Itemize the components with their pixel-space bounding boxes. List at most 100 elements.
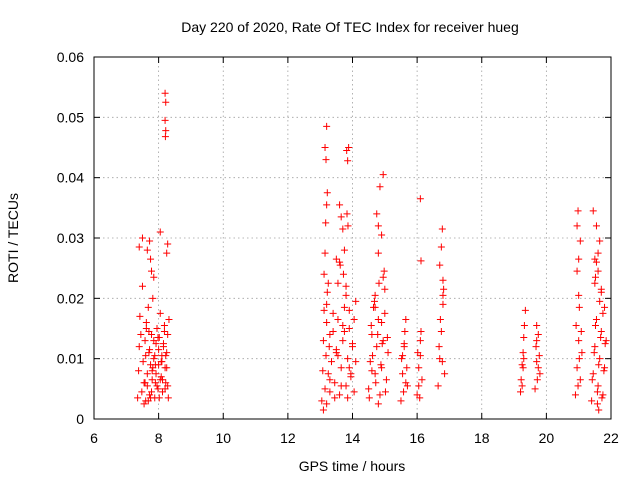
data-point	[144, 303, 152, 311]
data-point	[339, 337, 347, 345]
data-point	[572, 321, 580, 329]
data-point	[381, 309, 389, 317]
data-point	[323, 189, 331, 197]
data-point	[375, 279, 383, 287]
y-axis-label: ROTI / TECUs	[5, 193, 21, 283]
data-point	[142, 325, 150, 332]
grid-lines	[94, 57, 611, 419]
data-point	[441, 370, 449, 378]
data-point	[339, 321, 347, 329]
chart-title: Day 220 of 2020, Rate Of TEC Index for r…	[181, 19, 518, 35]
data-point	[439, 300, 447, 308]
data-point	[589, 207, 597, 215]
data-point	[135, 367, 143, 375]
data-point	[574, 382, 582, 390]
data-point	[345, 325, 353, 332]
data-point	[592, 258, 600, 266]
x-tick-label: 8	[155, 430, 163, 446]
data-point	[162, 379, 170, 387]
data-point	[163, 249, 171, 257]
data-point	[155, 394, 163, 402]
data-point	[418, 376, 426, 384]
data-point	[320, 270, 328, 278]
data-point	[327, 358, 335, 366]
data-point	[439, 291, 447, 299]
data-point	[574, 207, 582, 215]
data-point	[339, 225, 347, 233]
data-point	[324, 370, 332, 378]
data-point	[601, 340, 609, 348]
data-point	[381, 388, 389, 396]
data-point	[519, 349, 527, 357]
data-point	[399, 352, 407, 360]
data-point	[533, 321, 541, 329]
y-tick-label: 0	[76, 411, 84, 427]
data-point	[163, 364, 171, 372]
data-point	[350, 315, 358, 323]
data-point	[593, 388, 601, 396]
data-point	[148, 367, 156, 375]
data-point	[161, 133, 169, 141]
data-point	[593, 400, 601, 408]
data-point	[352, 358, 360, 366]
data-point	[326, 331, 334, 339]
data-point	[520, 334, 528, 342]
data-point	[378, 364, 386, 372]
data-point	[343, 147, 351, 155]
data-point	[340, 303, 348, 311]
data-point	[320, 306, 328, 314]
data-point	[591, 279, 599, 287]
data-point	[339, 270, 347, 278]
data-point	[436, 261, 444, 269]
data-point	[319, 406, 327, 414]
data-point	[318, 397, 326, 405]
data-point	[140, 400, 148, 408]
data-point	[365, 385, 373, 393]
data-point	[154, 334, 162, 342]
data-point	[599, 391, 607, 399]
data-point	[518, 361, 526, 369]
data-point	[595, 406, 603, 414]
data-point	[156, 228, 164, 236]
x-tick-label: 6	[90, 430, 98, 446]
data-point	[573, 222, 581, 230]
data-point	[162, 352, 170, 360]
data-point	[148, 267, 156, 275]
data-point	[161, 116, 169, 124]
x-axis-label: GPS time / hours	[299, 458, 406, 474]
data-point	[439, 276, 447, 284]
data-point	[324, 279, 332, 287]
data-point	[575, 255, 583, 263]
data-point	[573, 364, 581, 372]
data-point	[337, 364, 345, 372]
data-point	[589, 370, 597, 378]
data-point	[165, 315, 173, 323]
data-point	[596, 297, 604, 305]
data-point	[367, 321, 375, 329]
data-point	[143, 246, 151, 254]
data-point	[326, 388, 334, 396]
data-point	[436, 315, 444, 323]
data-point	[347, 370, 355, 378]
data-point	[332, 255, 340, 263]
data-point	[161, 89, 169, 97]
data-point	[536, 370, 544, 378]
data-point	[160, 328, 168, 336]
data-point	[148, 388, 156, 396]
data-point	[532, 343, 540, 351]
data-point	[517, 388, 525, 396]
data-point	[379, 273, 387, 281]
data-point	[575, 291, 583, 299]
data-point	[137, 331, 145, 339]
data-point	[142, 318, 150, 326]
data-point	[138, 234, 146, 242]
data-point	[150, 355, 158, 363]
data-point	[591, 343, 599, 351]
data-point	[592, 315, 600, 323]
data-point	[343, 210, 351, 218]
data-point	[148, 376, 156, 384]
data-point	[323, 288, 331, 296]
data-point	[329, 328, 337, 336]
data-point	[597, 334, 605, 342]
data-point	[416, 195, 424, 203]
